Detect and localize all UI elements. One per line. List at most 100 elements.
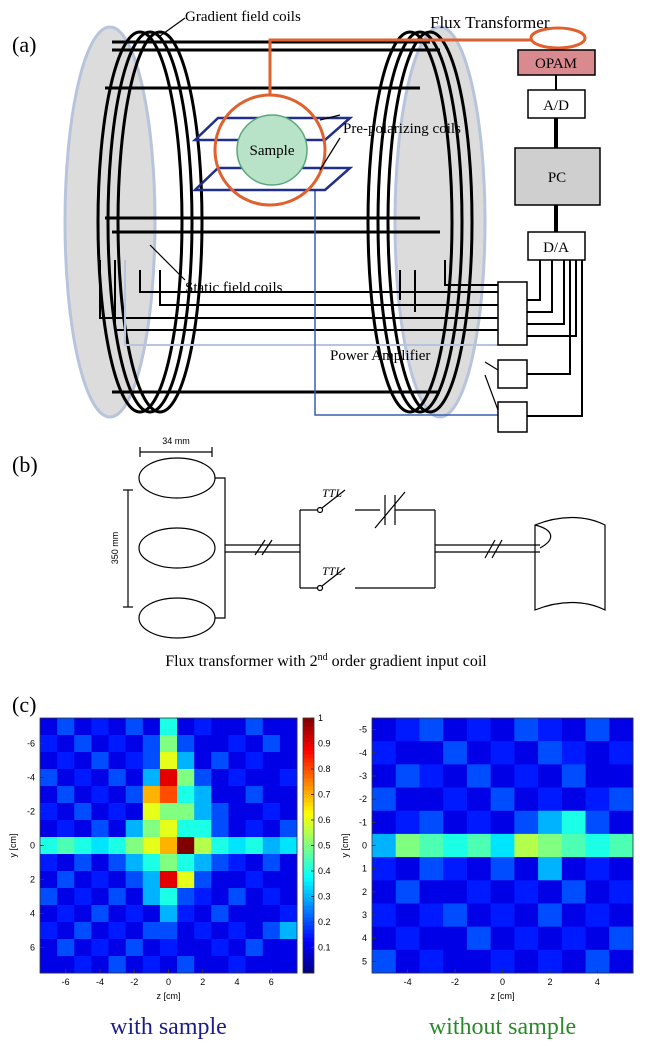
heatmap-cell [159,837,178,855]
heatmap-cell [91,922,110,940]
heatmap-cell [262,871,281,889]
heatmap-cell [125,905,144,923]
heatmap-cell [57,888,75,906]
x-axis-label: z [cm] [157,991,181,1001]
heatmap-cell [74,939,92,957]
heatmap-cell [245,922,264,940]
heatmap-cell [159,854,178,872]
heatmap-cell [538,903,563,928]
heatmap-cell [74,871,92,889]
heatmap-cell [443,949,468,974]
heatmap-cell [40,752,58,770]
heatmap-cell [466,880,492,904]
x-tick-label: 0 [166,977,171,987]
colorbar-tick-label: 0.5 [318,841,331,851]
heatmap-cell [40,871,58,889]
circuit [123,447,606,639]
heatmap-cell [466,810,492,835]
heatmap-cell [395,880,420,904]
heatmap-cell [262,837,281,855]
heatmap-cell [177,803,195,821]
colorbar-segment [303,965,314,970]
colorbar-segment [303,777,314,783]
heatmap-cell [585,926,610,951]
colorbar-segment [303,937,314,942]
colorbar-segment [303,761,314,767]
heatmap-cell [372,903,397,928]
heatmap-cell [490,880,515,904]
heatmap-cell [490,810,515,835]
heatmap-cell [372,949,397,974]
heatmap-cell [490,764,515,789]
heatmap-cell [262,922,281,940]
colorbar-segment [303,905,314,910]
x-tick-label: -2 [451,977,459,987]
heatmap-cell [177,718,195,736]
panel-label: (c) [12,692,36,717]
heatmap-cell [194,837,212,855]
heatmap-cell [443,857,468,881]
heatmap-cell [142,888,161,906]
heatmap-cell [279,939,298,957]
y-tick-label: 5 [362,956,367,966]
heatmap-cell [245,786,264,804]
heatmap-cell [538,718,563,742]
heatmap-cell [538,833,563,858]
heatmap-cell [514,880,539,904]
heatmap-cell [57,922,75,940]
heatmap-cell [74,752,92,770]
heatmap-cell [211,752,229,770]
heatmap-cell [177,939,195,957]
heatmap-cell [194,905,212,923]
y-tick-label: -4 [27,773,35,783]
y-tick-label: 2 [30,875,35,885]
colorbar-segment [303,961,314,966]
y-tick-label: 0 [362,841,367,851]
heatmap-cell [57,854,75,872]
heatmap-cell [585,741,610,765]
heatmap-cell [108,922,127,940]
caption-sup: nd [318,652,328,663]
heatmap-cell [142,854,161,872]
heatmap-cell [443,810,468,835]
heatmap-cell [91,956,110,974]
heatmap-cell [245,820,264,838]
heatmap-cell [372,810,397,835]
heatmap-cell [159,735,178,753]
heatmap-cell [57,718,75,736]
heatmap-cell [372,741,397,765]
heatmap-cell [211,854,229,872]
heatmap-cell [177,922,195,940]
heatmap-cell [585,880,610,904]
heatmap-cell [561,741,587,765]
colorbar-segment [303,757,314,763]
heatmap-cell [177,871,195,889]
heatmap-cell [561,764,587,789]
heatmap-cell [538,764,563,789]
colorbar-segment [303,837,314,843]
heatmap-cell [490,833,515,858]
heatmap-cell [108,752,127,770]
y-tick-label: -5 [359,725,367,735]
heatmap-cell [245,956,264,974]
heatmap-cell [40,718,58,736]
heatmap-cell [228,956,247,974]
heatmap-cell [443,741,468,765]
heatmap-cell [177,752,195,770]
colorbar-segment [303,853,314,858]
colorbar-segment [303,925,314,930]
heatmap-cell [57,871,75,889]
heatmap-cell [466,741,492,765]
heatmap-cell [211,718,229,736]
heatmap-cell [395,833,420,858]
heatmap-cell [57,905,75,923]
colorbar-segment [303,753,314,759]
heatmap-cell [74,888,92,906]
heatmap-cell [262,854,281,872]
heatmap-cell [125,871,144,889]
heatmap-cell [57,820,75,838]
heatmap-cell [279,718,298,736]
heatmap-cell [245,939,264,957]
colorbar-segment [303,849,314,854]
heatmap-cell [177,769,195,787]
